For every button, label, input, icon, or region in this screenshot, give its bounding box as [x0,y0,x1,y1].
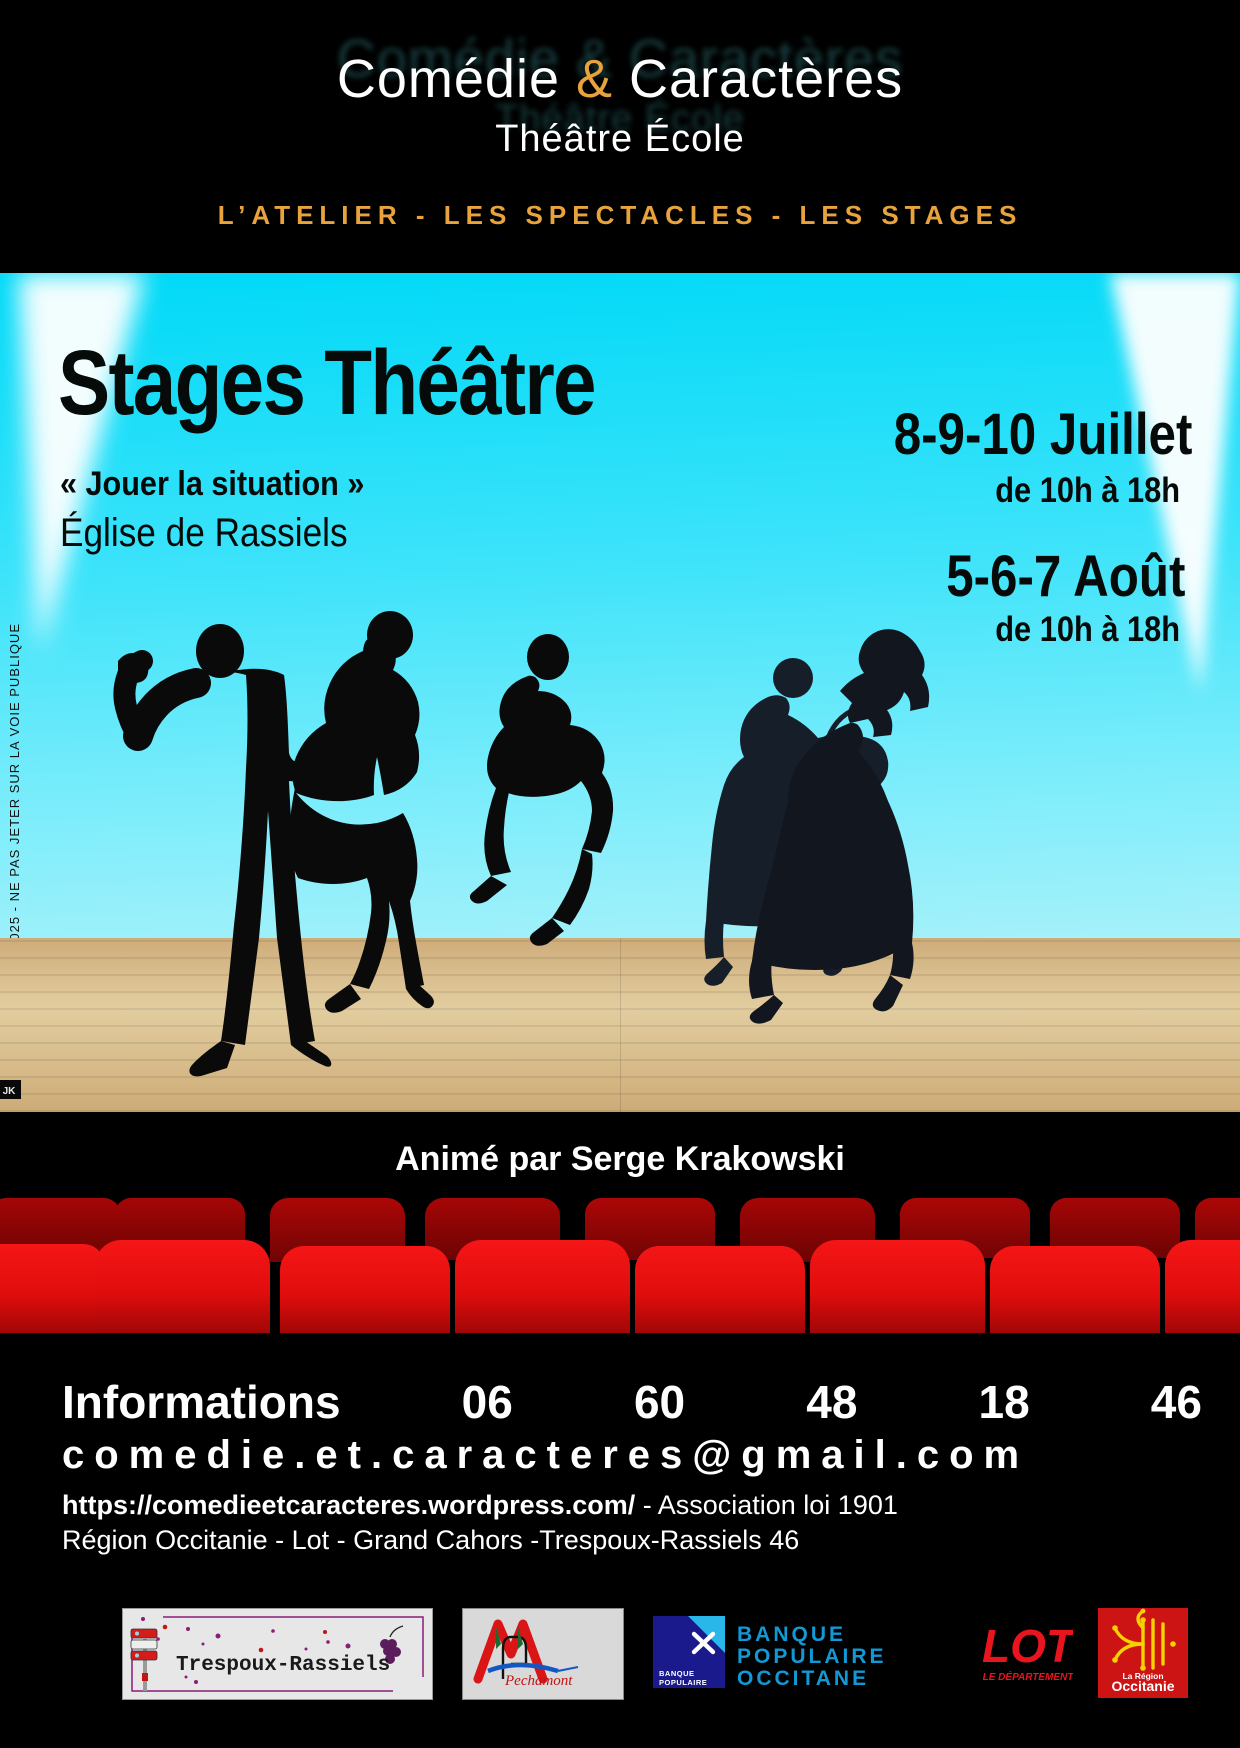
svg-text:LE DÉPARTEMENT: LE DÉPARTEMENT [983,1670,1073,1683]
svg-text:Pechamont: Pechamont [504,1673,573,1689]
svg-text:BANQUE: BANQUE [737,1623,846,1646]
svg-text:LOT: LOT [983,1620,1073,1672]
svg-text:Occitanie: Occitanie [1111,1678,1174,1694]
svg-text:POPULAIRE: POPULAIRE [737,1645,887,1668]
svg-text:OCCITANE: OCCITANE [737,1667,869,1688]
svg-text:BANQUE: BANQUE [659,1669,695,1678]
svg-text:POPULAIRE: POPULAIRE [659,1678,707,1687]
